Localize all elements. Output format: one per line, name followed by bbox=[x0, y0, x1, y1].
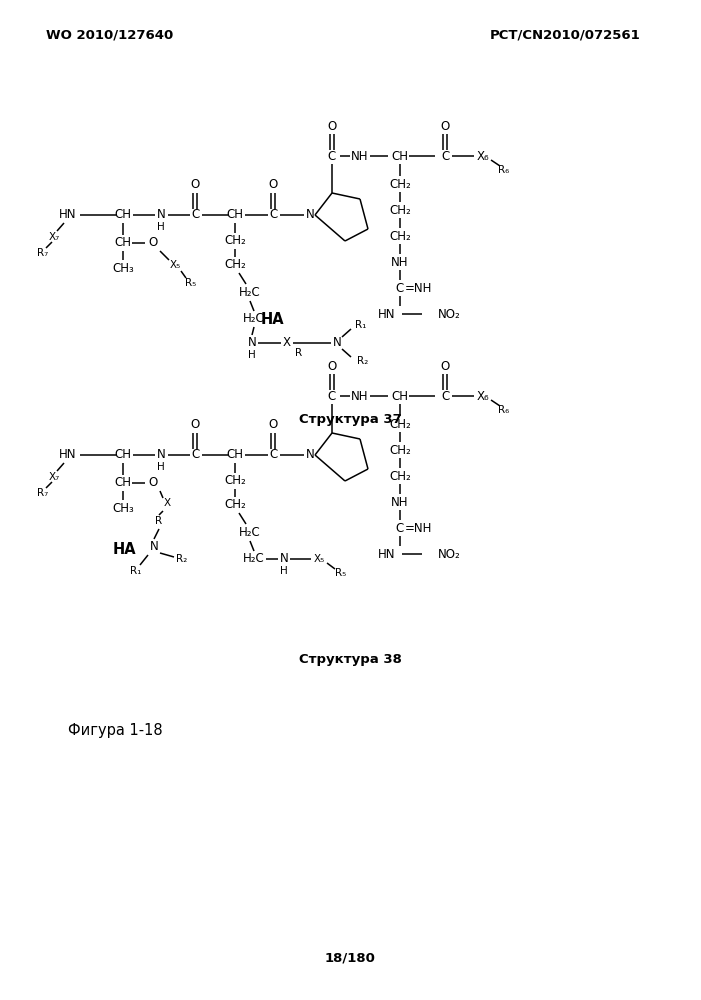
Text: CH₂: CH₂ bbox=[224, 498, 246, 512]
Text: R: R bbox=[156, 516, 163, 526]
Text: O: O bbox=[327, 360, 336, 372]
Text: O: O bbox=[268, 418, 278, 432]
Text: NH: NH bbox=[391, 495, 409, 508]
Text: X: X bbox=[283, 336, 291, 350]
Text: H: H bbox=[157, 222, 165, 232]
Text: NO₂: NO₂ bbox=[438, 308, 461, 320]
Text: CH: CH bbox=[391, 389, 409, 402]
Text: HN: HN bbox=[60, 209, 76, 222]
Text: N: N bbox=[156, 209, 165, 222]
Text: O: O bbox=[191, 418, 200, 432]
Text: CH₂: CH₂ bbox=[389, 470, 411, 483]
Text: NH: NH bbox=[351, 389, 369, 402]
Text: Структура 37: Структура 37 bbox=[299, 414, 402, 426]
Text: R₅: R₅ bbox=[185, 278, 196, 288]
Text: C: C bbox=[442, 389, 450, 402]
Text: C: C bbox=[395, 282, 403, 294]
Text: CH: CH bbox=[226, 448, 243, 462]
Text: Структура 38: Структура 38 bbox=[299, 654, 402, 666]
Text: H₂C: H₂C bbox=[239, 526, 261, 540]
Text: X₇: X₇ bbox=[48, 472, 60, 482]
Text: C: C bbox=[270, 209, 278, 222]
Text: CH: CH bbox=[114, 236, 132, 249]
Text: R₇: R₇ bbox=[37, 488, 48, 498]
Text: CH₂: CH₂ bbox=[224, 258, 246, 271]
Text: O: O bbox=[327, 119, 336, 132]
Text: X₅: X₅ bbox=[313, 554, 325, 564]
Text: R: R bbox=[295, 348, 302, 358]
Text: R₇: R₇ bbox=[37, 248, 48, 258]
Text: CH₂: CH₂ bbox=[224, 234, 246, 247]
Text: C: C bbox=[442, 149, 450, 162]
Text: HN: HN bbox=[378, 548, 395, 560]
Text: R₅: R₅ bbox=[335, 568, 346, 578]
Text: X₅: X₅ bbox=[170, 260, 181, 270]
Text: CH₂: CH₂ bbox=[389, 204, 411, 217]
Text: CH₂: CH₂ bbox=[389, 418, 411, 430]
Text: C: C bbox=[328, 389, 336, 402]
Text: R₁: R₁ bbox=[355, 320, 367, 330]
Text: H: H bbox=[280, 566, 288, 576]
Text: R₂: R₂ bbox=[177, 554, 188, 564]
Text: CH: CH bbox=[114, 448, 132, 462]
Text: O: O bbox=[440, 360, 449, 372]
Text: 18/180: 18/180 bbox=[325, 952, 376, 964]
Text: R₂: R₂ bbox=[357, 356, 368, 366]
Text: C: C bbox=[270, 448, 278, 462]
Text: H₂C: H₂C bbox=[243, 552, 265, 566]
Text: =NH: =NH bbox=[405, 522, 433, 534]
Text: WO 2010/127640: WO 2010/127640 bbox=[46, 28, 174, 41]
Text: R₆: R₆ bbox=[498, 165, 510, 175]
Text: C: C bbox=[192, 209, 200, 222]
Text: CH₂: CH₂ bbox=[224, 475, 246, 488]
Text: H₂C: H₂C bbox=[239, 286, 261, 300]
Text: CH: CH bbox=[114, 209, 132, 222]
Text: N: N bbox=[247, 336, 257, 350]
Text: C: C bbox=[395, 522, 403, 534]
Text: CH: CH bbox=[391, 149, 409, 162]
Text: CH: CH bbox=[226, 209, 243, 222]
Text: CH₃: CH₃ bbox=[112, 261, 134, 274]
Text: HA: HA bbox=[260, 312, 284, 326]
Text: O: O bbox=[191, 178, 200, 192]
Text: X₆: X₆ bbox=[477, 149, 489, 162]
Text: CH: CH bbox=[114, 477, 132, 489]
Text: C: C bbox=[328, 149, 336, 162]
Text: HN: HN bbox=[60, 448, 76, 462]
Text: N: N bbox=[149, 540, 158, 554]
Text: O: O bbox=[149, 236, 158, 249]
Text: O: O bbox=[440, 119, 449, 132]
Text: NO₂: NO₂ bbox=[438, 548, 461, 560]
Text: H: H bbox=[248, 350, 256, 360]
Text: =NH: =NH bbox=[405, 282, 433, 294]
Text: R₆: R₆ bbox=[498, 405, 510, 415]
Text: X₆: X₆ bbox=[477, 389, 489, 402]
Text: CH₂: CH₂ bbox=[389, 178, 411, 190]
Text: N: N bbox=[156, 448, 165, 462]
Text: R₁: R₁ bbox=[130, 566, 142, 576]
Text: C: C bbox=[192, 448, 200, 462]
Text: H: H bbox=[157, 462, 165, 472]
Text: N: N bbox=[306, 448, 314, 462]
Text: N: N bbox=[333, 336, 341, 350]
Text: NH: NH bbox=[391, 255, 409, 268]
Text: N: N bbox=[306, 209, 314, 222]
Text: CH₂: CH₂ bbox=[389, 230, 411, 242]
Text: X: X bbox=[163, 498, 170, 508]
Text: HA: HA bbox=[112, 542, 136, 558]
Text: CH₂: CH₂ bbox=[389, 444, 411, 456]
Text: O: O bbox=[268, 178, 278, 192]
Text: X₇: X₇ bbox=[48, 232, 60, 242]
Text: HN: HN bbox=[378, 308, 395, 320]
Text: PCT/CN2010/072561: PCT/CN2010/072561 bbox=[489, 28, 641, 41]
Text: Фигура 1-18: Фигура 1-18 bbox=[68, 722, 163, 738]
Text: N: N bbox=[280, 552, 288, 566]
Text: CH₃: CH₃ bbox=[112, 502, 134, 514]
Text: H₂C: H₂C bbox=[243, 312, 265, 326]
Text: O: O bbox=[149, 477, 158, 489]
Text: NH: NH bbox=[351, 149, 369, 162]
